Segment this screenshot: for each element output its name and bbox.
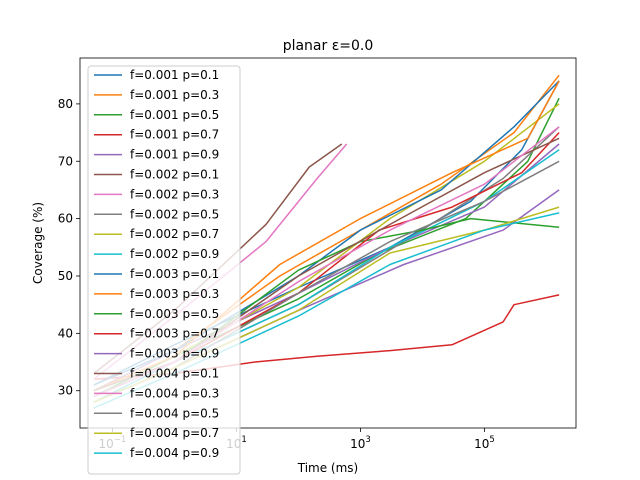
y-tick-label: 40 [58,326,73,340]
x-tick-label: 103 [350,435,371,451]
x-tick-label-exponent: 1 [241,435,246,445]
y-tick-label: 30 [58,384,73,398]
legend-label: f=0.004 p=0.7 [130,426,219,440]
x-tick-label: 105 [474,435,495,451]
y-tick-label: 50 [58,269,73,283]
x-tick-label-exponent: 5 [489,435,494,445]
plot-area-frame [79,57,577,429]
legend-label: f=0.003 p=0.5 [130,307,219,321]
legend-label: f=0.004 p=0.5 [130,406,219,420]
legend-label: f=0.004 p=0.9 [130,446,219,460]
legend-label: f=0.002 p=0.9 [130,247,219,261]
legend-label: f=0.004 p=0.1 [130,367,219,381]
legend-label: f=0.002 p=0.5 [130,207,219,221]
legend-label: f=0.001 p=0.9 [130,148,219,162]
legend: f=0.001 p=0.1 f=0.001 p=0.3 f=0.001 p=0.5 f… [87,65,241,475]
legend-box [87,65,241,475]
legend-label: f=0.001 p=0.7 [130,128,219,142]
x-tick-label-exponent: 3 [365,435,370,445]
x-axis-label: Time (ms) [297,461,359,475]
legend-label: f=0.001 p=0.5 [130,108,219,122]
y-tick-label: 70 [58,154,73,168]
legend-label: f=0.003 p=0.9 [130,347,219,361]
y-tick-label: 60 [58,212,73,226]
legend-label: f=0.003 p=0.7 [130,327,219,341]
legend-label: f=0.001 p=0.3 [130,88,219,102]
legend-label: f=0.004 p=0.3 [130,386,219,400]
x-tick-label-base: 10 [350,437,365,451]
legend-label: f=0.002 p=0.3 [130,187,219,201]
legend-label: f=0.003 p=0.1 [130,267,219,281]
chart-title: planar ε=0.0 [283,38,374,54]
legend-label: f=0.001 p=0.1 [130,68,219,82]
y-tick-label: 80 [58,97,73,111]
legend-label: f=0.002 p=0.1 [130,168,219,182]
legend-label: f=0.002 p=0.7 [130,227,219,241]
x-tick-label-base: 10 [474,437,489,451]
y-axis-label: Coverage (%) [31,202,45,284]
legend-label: f=0.003 p=0.3 [130,287,219,301]
